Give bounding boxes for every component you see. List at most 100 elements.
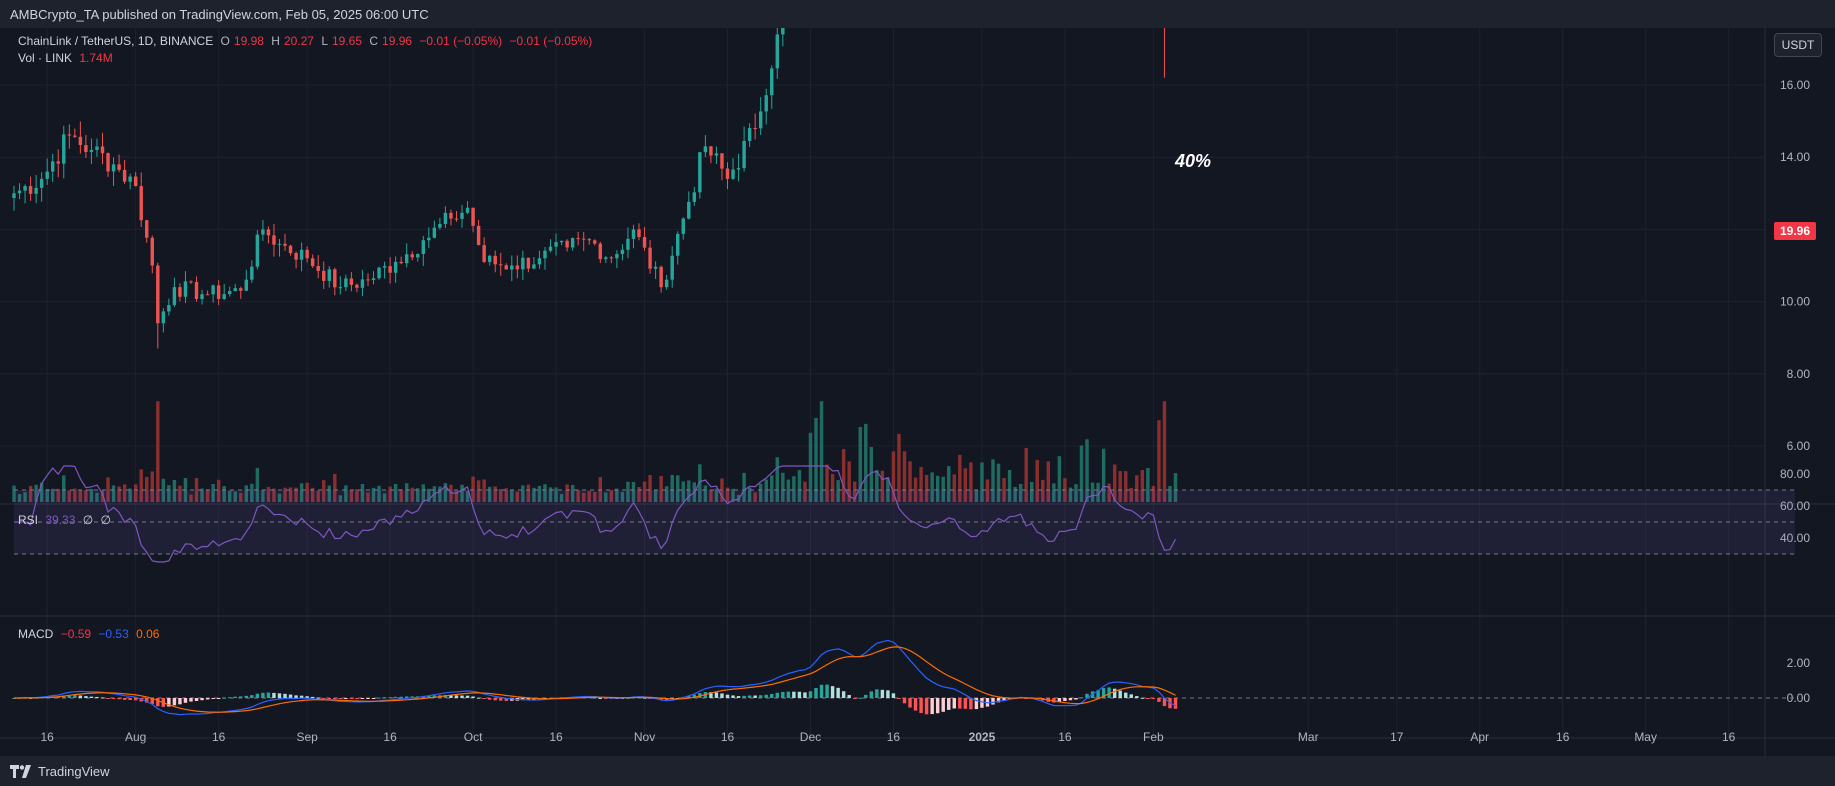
- candle-88: [499, 252, 503, 276]
- publisher-bar: AMBCrypto_TA published on TradingView.co…: [0, 0, 1835, 28]
- candle-24: [145, 219, 149, 243]
- macd-hist-10: [67, 695, 72, 698]
- candle-136: [764, 88, 768, 125]
- candle-body-11: [73, 135, 77, 137]
- volume-bar-84: [476, 480, 481, 502]
- volume-bar-66: [377, 485, 381, 502]
- macd-hist-49: [283, 693, 287, 698]
- candle-body-47: [272, 235, 276, 245]
- volume-bar-14: [89, 488, 94, 502]
- candle-48: [277, 239, 282, 257]
- macd-hist-18: [111, 698, 116, 699]
- macd-hist-111: [626, 697, 630, 699]
- volume-bar-50: [288, 487, 293, 502]
- volume-bar-57: [327, 485, 331, 502]
- candle-98: [554, 233, 558, 256]
- candle-body-0: [12, 193, 16, 198]
- candle-54: [310, 254, 315, 268]
- volume-label[interactable]: Vol · LINK: [18, 51, 73, 65]
- volume-bar-99: [559, 493, 564, 502]
- candle-body-58: [333, 269, 337, 288]
- volume-bar-206: [1151, 485, 1156, 502]
- symbol-name[interactable]: ChainLink / TetherUS, 1D, BINANCE: [18, 34, 214, 48]
- volume-bar-62: [355, 489, 359, 502]
- macd-hist-value: 0.06: [136, 627, 160, 641]
- volume-bar-176: [985, 479, 990, 502]
- candle-body-19: [117, 164, 121, 170]
- macd-hist-79: [449, 695, 453, 698]
- volume-bar-186: [1041, 479, 1045, 502]
- volume-bar-75: [427, 488, 431, 502]
- candle-body-63: [360, 279, 365, 288]
- time-tick-12: 16: [1058, 730, 1072, 744]
- macd-hist-133: [747, 695, 752, 698]
- volume-bar-58: [333, 473, 337, 502]
- candle-body-62: [355, 284, 359, 288]
- candle-70: [399, 256, 403, 265]
- volume-bar-189: [1057, 456, 1062, 502]
- candle-132: [742, 126, 746, 172]
- candle-body-98: [554, 242, 558, 247]
- macd-hist-197: [1101, 688, 1106, 698]
- macd-hist-56: [322, 698, 326, 699]
- macd-hist-57: [327, 698, 331, 699]
- macd-hist-55: [316, 697, 320, 699]
- chart-area[interactable]: 6.008.0010.0012.0014.0016.0018.0020.0022…: [0, 28, 1835, 756]
- time-tick-7: Nov: [634, 730, 655, 744]
- candle-body-10: [67, 134, 72, 136]
- rsi-label[interactable]: RSI: [18, 513, 39, 527]
- macd-hist-137: [770, 693, 774, 698]
- currency-button[interactable]: USDT: [1774, 33, 1822, 57]
- macd-hist-39: [227, 697, 232, 699]
- candle-135: [758, 97, 763, 135]
- candle-99: [559, 240, 564, 246]
- candle-body-29: [172, 287, 177, 306]
- candle-body-81: [460, 212, 464, 219]
- volume-bar-65: [371, 487, 376, 502]
- macd-hist-207: [1157, 698, 1161, 702]
- volume-bar-52: [299, 483, 304, 502]
- macd-hist-157: [880, 689, 885, 698]
- volume-bar-77: [438, 486, 442, 502]
- macd-hist-122: [687, 695, 691, 698]
- candle-50: [288, 244, 293, 256]
- candle-body-86: [487, 255, 492, 262]
- tradingview-logo[interactable]: TradingView: [10, 764, 110, 779]
- macd-hist-132: [742, 695, 746, 698]
- volume-bar-9: [62, 475, 66, 502]
- volume-bar-39: [227, 490, 232, 502]
- macd-hist-44: [255, 693, 260, 698]
- macd-hist-30: [178, 698, 182, 705]
- candle-107: [604, 256, 608, 264]
- candle-body-83: [471, 207, 475, 226]
- rsi-tick-2: 80.00: [1780, 467, 1810, 481]
- candle-body-43: [250, 266, 254, 280]
- volume-bar-26: [156, 401, 160, 502]
- volume-bar-170: [952, 474, 956, 502]
- volume-bar-34: [200, 488, 204, 502]
- candle-body-74: [421, 240, 426, 255]
- volume-bar-135: [758, 483, 763, 502]
- macd-hist-144: [808, 691, 813, 698]
- macd-hist-199: [1112, 688, 1117, 698]
- volume-bar-16: [100, 490, 105, 502]
- candle-29: [172, 277, 177, 307]
- candle-body-133: [747, 128, 752, 141]
- volume-bar-11: [73, 488, 77, 502]
- candle-66: [377, 266, 381, 280]
- volume-bar-46: [266, 487, 271, 502]
- candle-106: [598, 241, 603, 264]
- candle-body-76: [432, 227, 437, 238]
- macd-hist-32: [189, 698, 193, 702]
- candle-body-60: [344, 278, 348, 288]
- volume-bar-67: [382, 493, 387, 502]
- candle-121: [681, 217, 685, 240]
- time-tick-19: 16: [1722, 730, 1736, 744]
- macd-label[interactable]: MACD: [18, 627, 54, 641]
- volume-bar-124: [698, 464, 702, 502]
- candle-80: [454, 210, 459, 222]
- volume-bar-21: [128, 488, 132, 502]
- candle-body-48: [277, 243, 282, 245]
- candle-body-132: [742, 140, 746, 169]
- candle-41: [239, 286, 243, 299]
